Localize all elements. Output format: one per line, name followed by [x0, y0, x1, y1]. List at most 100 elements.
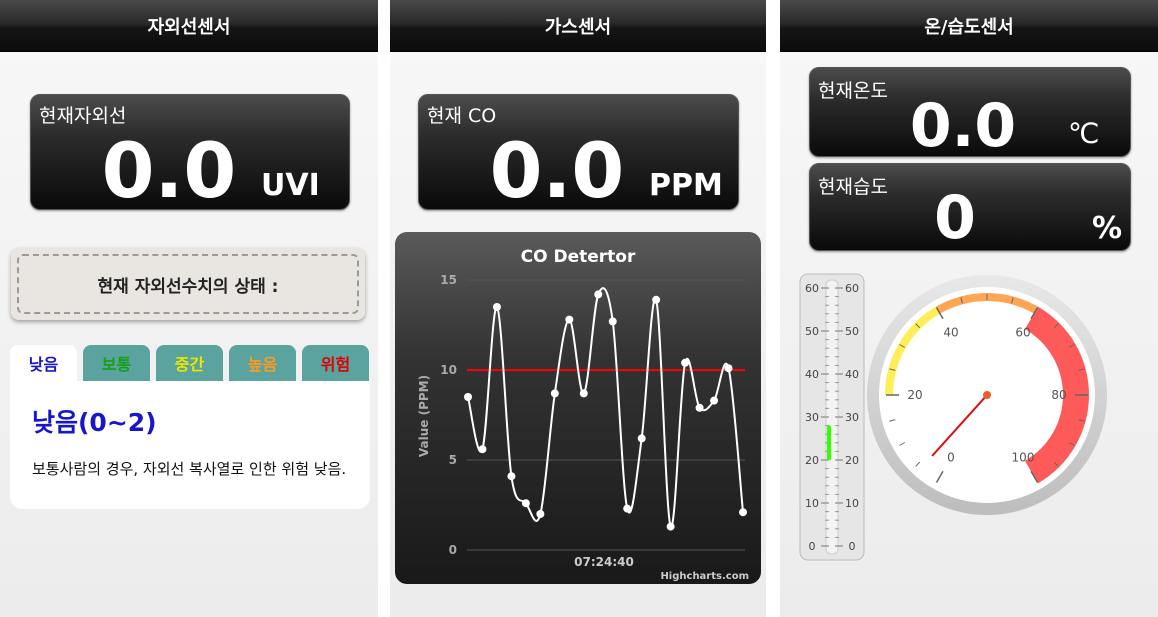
gauge-color-band — [885, 395, 940, 484]
gauge-minor-tick — [915, 461, 921, 467]
temp-humidity-panel: 온/습도센서 현재온도 0.0 ℃ 현재습도 0 % 60 60 50 50 40 40 3… — [780, 0, 1158, 617]
thermometer-left-label: 40 — [805, 368, 819, 381]
humidity-label: 현재습도 — [818, 176, 888, 198]
temp-title: 온/습도센서 — [924, 16, 1014, 38]
tab-low-label: 낮음 — [28, 355, 59, 374]
chart-data-point[interactable] — [550, 389, 559, 398]
chart-title: CO Detertor — [521, 247, 636, 267]
chart-x-tick-label: 07:24:40 — [574, 555, 634, 569]
gas-readout: 현재 CO 0.0 PPM — [418, 94, 739, 210]
gauge-needle — [931, 391, 991, 457]
speed-gauge: 0 20 40 60 80 100 — [867, 275, 1107, 515]
gauge-minor-tick — [1069, 442, 1075, 446]
thermometer-left-label: 10 — [805, 497, 819, 510]
gauge-minor-tick — [889, 419, 896, 422]
co-chart: CO Detertor Value (PPM) 0 5 10 15 07:24:40 … — [395, 232, 761, 584]
uv-readout-unit: UVI — [261, 168, 320, 203]
uv-tab-content: 낮음(0~2) 보통사람의 경우, 자외선 복사열로 인한 위험 낮음. — [10, 381, 370, 509]
gauge-tick-label: 60 — [1015, 326, 1030, 340]
gauge-minor-tick — [1011, 297, 1014, 304]
gauge-tick-label: 0 — [947, 450, 955, 464]
chart-data-point[interactable] — [608, 317, 617, 326]
chart-data-point[interactable] — [710, 396, 719, 405]
chart-data-point[interactable] — [478, 445, 487, 454]
chart-data-point[interactable] — [739, 508, 747, 517]
thermometer-right-label: 10 — [845, 497, 859, 510]
gauge-major-tick — [1030, 470, 1039, 483]
gas-readout-unit: PPM — [649, 168, 723, 203]
thermometer-left-label: 20 — [805, 454, 819, 467]
gauge-minor-tick — [1069, 344, 1075, 348]
thermometer-right-label: 20 — [845, 454, 859, 467]
gauge-pivot — [983, 391, 991, 399]
chart-credit[interactable]: Highcharts.com — [660, 571, 749, 582]
chart-data-point[interactable] — [565, 315, 574, 324]
chart-data-point[interactable] — [652, 295, 661, 304]
tab-normal-label: 보통 — [101, 355, 132, 374]
chart-data-point[interactable] — [536, 510, 545, 518]
temperature-value: 0.0 — [909, 91, 1017, 157]
chart-data-point[interactable] — [623, 504, 632, 513]
uv-title: 자외선센서 — [147, 16, 231, 38]
tab-low[interactable]: 낮음 — [10, 345, 77, 381]
gauge-tick-label: 80 — [1051, 388, 1066, 402]
chart-data-point[interactable] — [507, 472, 516, 481]
gauge-major-tick — [935, 307, 944, 320]
temperature-unit: ℃ — [1068, 117, 1100, 150]
tab-medium-label: 중간 — [174, 355, 205, 374]
uv-readout-value: 0.0 — [101, 126, 237, 210]
gauge-tick-label: 20 — [907, 388, 922, 402]
gauge-major-tick — [1030, 307, 1039, 320]
gauge-minor-tick — [889, 368, 896, 371]
thermometer-right-label: 0 — [849, 540, 856, 553]
gas-sensor-panel: 가스센서 현재 CO 0.0 PPM CO Detertor Value (PP… — [390, 0, 766, 617]
humidity-value: 0 — [934, 183, 976, 251]
tab-normal[interactable]: 보통 — [83, 345, 150, 381]
chart-data-point[interactable] — [492, 303, 501, 311]
chart-y-axis-label: Value (PPM) — [417, 375, 431, 457]
tab-medium[interactable]: 중간 — [156, 345, 223, 381]
gauge-minor-tick — [960, 297, 963, 304]
chart-data-point[interactable] — [724, 364, 733, 373]
gauge-minor-tick — [1078, 368, 1085, 371]
thermometer-right-label: 60 — [845, 282, 859, 295]
chart-data-point[interactable] — [594, 290, 603, 299]
thermometer-right-label: 50 — [845, 325, 859, 338]
thermometer: 60 60 50 50 40 40 30 30 20 20 10 10 0 0 — [799, 273, 865, 561]
uv-title-bar: 자외선센서 — [0, 0, 378, 52]
uv-level-tabs: 낮음 보통 중간 높음 위험 — [10, 345, 370, 381]
tab-high-label: 높음 — [247, 355, 278, 374]
gas-title: 가스센서 — [544, 16, 612, 38]
chart-y-tick-label: 5 — [449, 453, 457, 467]
tab-high[interactable]: 높음 — [229, 345, 296, 381]
uv-status-label: 현재 자외선수치의 상태 : — [17, 254, 359, 314]
gauge-tick-label: 100 — [1012, 450, 1035, 464]
chart-data-point[interactable] — [579, 389, 588, 398]
chart-data-point[interactable] — [681, 358, 690, 367]
gas-readout-value: 0.0 — [489, 126, 625, 210]
temp-title-bar: 온/습도센서 — [780, 0, 1158, 52]
chart-data-point[interactable] — [637, 434, 646, 443]
gauge-tick-label: 40 — [943, 326, 958, 340]
thermometer-left-label: 50 — [805, 325, 819, 338]
thermometer-left-label: 60 — [805, 282, 819, 295]
thermometer-left-label: 0 — [809, 540, 816, 553]
gauge-major-tick — [935, 470, 944, 483]
thermometer-right-label: 40 — [845, 368, 859, 381]
tab-danger[interactable]: 위험 — [302, 345, 369, 381]
humidity-unit: % — [1092, 211, 1123, 246]
tab-danger-label: 위험 — [320, 355, 351, 374]
gauge-minor-tick — [899, 442, 905, 446]
chart-y-tick-label: 15 — [440, 273, 457, 287]
gauge-minor-tick — [1078, 419, 1085, 422]
uv-status-box: 현재 자외선수치의 상태 : — [11, 248, 365, 320]
temperature-label: 현재온도 — [818, 80, 888, 102]
chart-data-point[interactable] — [695, 403, 704, 412]
chart-data-point[interactable] — [521, 499, 530, 508]
gauge-minor-tick — [915, 323, 921, 329]
chart-data-point[interactable] — [666, 522, 675, 531]
thermometer-level-bar — [827, 425, 831, 460]
chart-data-point[interactable] — [464, 393, 472, 401]
gauge-color-band — [885, 306, 940, 395]
